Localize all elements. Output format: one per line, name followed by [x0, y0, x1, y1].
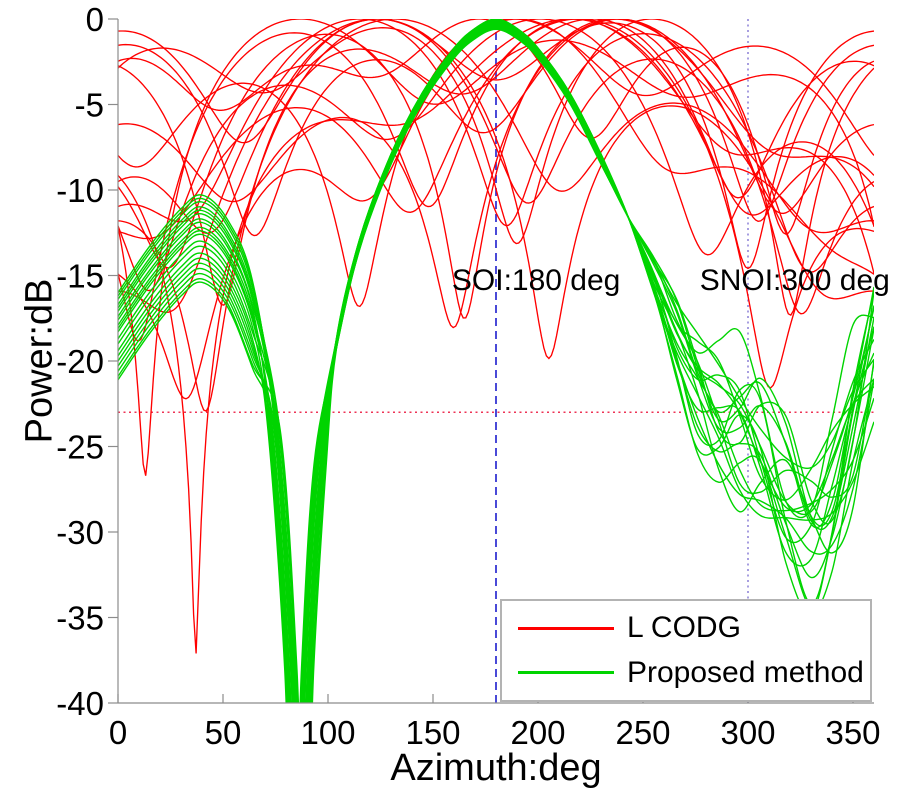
- x-tick-label: 100: [300, 714, 355, 751]
- lcodg-curve-5: [118, 19, 874, 270]
- lcodg-curve-1: [118, 19, 874, 654]
- x-axis-label: Azimuth:deg: [390, 747, 602, 789]
- y-tick-label: -40: [56, 685, 104, 722]
- y-tick-label: -15: [56, 258, 104, 295]
- legend: L CODG Proposed method: [500, 599, 872, 702]
- proposed-curve-19: [118, 19, 874, 703]
- y-axis-label: Power:dB: [18, 278, 61, 444]
- y-tick-label: -25: [56, 429, 104, 466]
- legend-line-sample-green: [518, 671, 614, 675]
- lcodg-curve-8: [118, 19, 874, 389]
- lcodg-curve-7: [118, 19, 874, 306]
- axes: 0 50 100 150 200 250 300 350 0 -5 -10 -15 -20 -25 -30 -…: [56, 1, 880, 751]
- x-tick-label: 50: [205, 714, 242, 751]
- lcodg-curve-3: [118, 19, 874, 315]
- legend-entry-lcodg: L CODG: [518, 611, 870, 645]
- series-proposed: [118, 19, 874, 703]
- x-tick-label: 150: [405, 714, 460, 751]
- proposed-curve-17: [118, 20, 874, 703]
- lcodg-curve-11: [118, 19, 874, 292]
- soi-annotation: SOI:180 deg: [451, 263, 621, 297]
- proposed-curve-16: [118, 27, 874, 703]
- x-tick-label: 200: [510, 714, 565, 751]
- y-tick-label: 0: [86, 1, 104, 38]
- lcodg-curve-14: [118, 19, 874, 237]
- legend-entry-proposed: Proposed method: [518, 656, 870, 690]
- reference-lines: [118, 19, 874, 703]
- x-tick-label: 0: [109, 714, 127, 751]
- lcodg-curve-13: [118, 19, 874, 360]
- y-tick-label: -10: [56, 172, 104, 209]
- y-tick-label: -5: [75, 87, 104, 124]
- legend-label-proposed: Proposed method: [627, 655, 864, 689]
- y-tick-label: -30: [56, 514, 104, 551]
- x-tick-label: 350: [825, 714, 880, 751]
- y-tick-label: -35: [56, 600, 104, 637]
- y-tick-label: -20: [56, 343, 104, 380]
- x-tick-label: 300: [720, 714, 775, 751]
- x-tick-label: 250: [615, 714, 670, 751]
- legend-line-sample-red: [518, 626, 614, 630]
- lcodg-curve-12: [118, 19, 874, 329]
- legend-label-lcodg: L CODG: [627, 611, 741, 645]
- lcodg-curve-17: [118, 19, 874, 273]
- snoi-annotation: SNOI:300 deg: [699, 263, 890, 297]
- lcodg-curve-15: [118, 19, 874, 343]
- lcodg-curve-0: [118, 19, 874, 476]
- proposed-curve-18: [118, 24, 874, 703]
